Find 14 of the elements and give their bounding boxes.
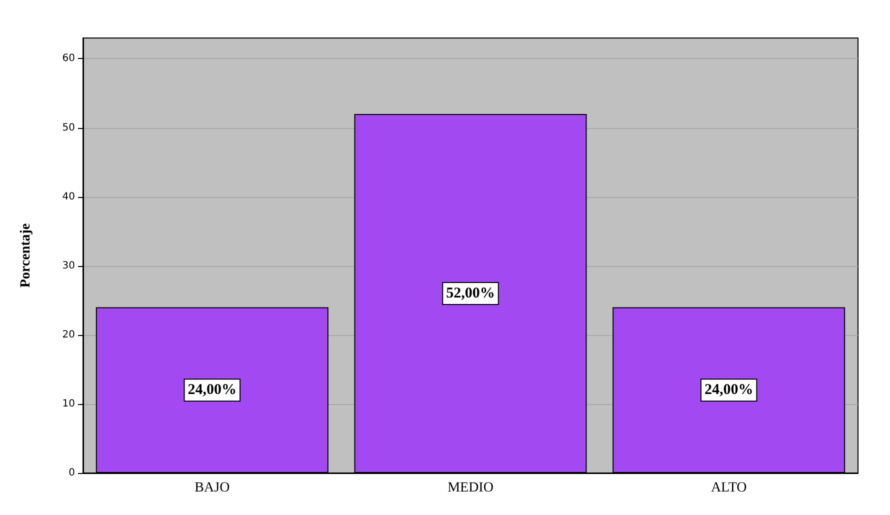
y-axis-title: Porcentaje <box>18 223 34 288</box>
y-tick-label: 10 <box>62 398 75 410</box>
y-tick-label: 50 <box>62 122 75 134</box>
x-tick-label: ALTO <box>710 480 747 496</box>
data-label: 24,00% <box>704 382 754 398</box>
y-tick-label: 60 <box>62 53 75 64</box>
x-tick-label: BAJO <box>194 480 230 496</box>
data-label: 24,00% <box>188 382 237 398</box>
y-tick-label: 0 <box>68 468 75 478</box>
y-tick-label: 20 <box>62 329 75 340</box>
y-tick-label: 40 <box>62 191 75 202</box>
data-label: 52,00% <box>446 285 495 302</box>
y-tick-label: 30 <box>62 260 75 272</box>
x-tick-label: MEDIO <box>448 480 494 496</box>
